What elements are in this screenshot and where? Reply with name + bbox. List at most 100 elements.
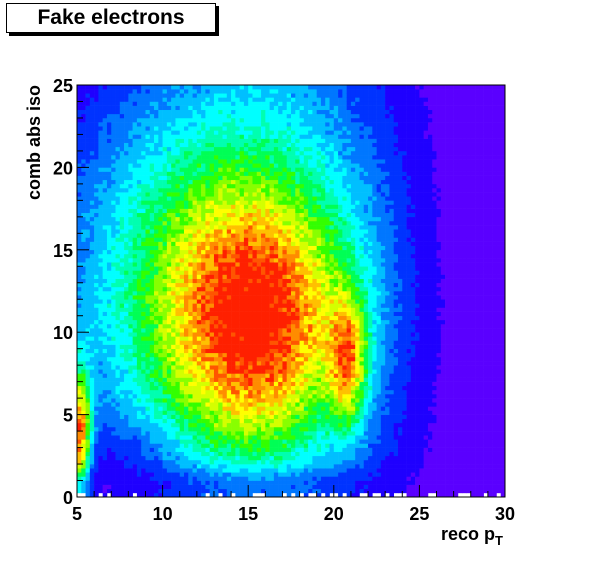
heatmap-cell: [128, 323, 133, 329]
heatmap-cell: [149, 266, 155, 271]
heatmap-cell: [239, 356, 245, 362]
heatmap-cell: [273, 253, 279, 259]
heatmap-cell: [256, 389, 262, 395]
heatmap-cell: [252, 418, 258, 424]
heatmap-cell: [252, 233, 258, 238]
heatmap-cell: [201, 336, 206, 341]
heatmap-cell: [209, 422, 215, 428]
heatmap-cell: [89, 484, 95, 490]
heatmap-cell: [77, 472, 82, 477]
heatmap-cell: [124, 258, 129, 263]
heatmap-cell: [248, 323, 253, 329]
heatmap-cell: [184, 447, 189, 452]
heatmap-cell: [94, 402, 99, 407]
heatmap-cell: [141, 340, 146, 345]
heatmap-cell: [282, 344, 288, 349]
heatmap-cell: [205, 229, 210, 234]
heatmap-cell: [196, 220, 202, 226]
heatmap-cell: [89, 291, 95, 296]
heatmap-cell: [111, 352, 116, 358]
heatmap-cell: [282, 422, 288, 428]
heatmap-cell: [231, 245, 236, 251]
heatmap-cell: [162, 336, 168, 341]
heatmap-cell: [286, 426, 292, 432]
heatmap-cell: [218, 150, 223, 156]
heatmap-cell: [154, 336, 159, 341]
heatmap-cell: [149, 233, 155, 238]
heatmap-cell: [179, 291, 185, 296]
heatmap-cell: [102, 381, 108, 387]
heatmap-cell: [85, 200, 91, 205]
heatmap-cell: [149, 373, 155, 378]
heatmap-cell: [162, 146, 168, 152]
heatmap-cell: [282, 303, 288, 308]
heatmap-cell: [239, 142, 245, 148]
heatmap-cell: [222, 175, 228, 181]
heatmap-cell: [231, 101, 236, 106]
heatmap-cell: [149, 130, 155, 135]
heatmap-cell: [111, 319, 116, 325]
heatmap-cell: [265, 394, 270, 399]
heatmap-cell: [218, 447, 223, 452]
heatmap-cell: [273, 163, 279, 168]
heatmap-cell: [278, 464, 283, 469]
heatmap-cell: [154, 369, 159, 374]
heatmap-cell: [132, 175, 138, 181]
heatmap-cell: [111, 134, 116, 139]
heatmap-cell: [196, 192, 202, 197]
heatmap-cell: [205, 150, 210, 156]
heatmap-cell: [94, 484, 99, 490]
heatmap-cell: [175, 229, 181, 234]
heatmap-cell: [124, 340, 129, 345]
heatmap-cell: [222, 179, 228, 185]
heatmap-cell: [261, 229, 266, 234]
heatmap-cell: [162, 130, 168, 135]
heatmap-cell: [273, 233, 279, 238]
heatmap-cell: [136, 480, 142, 485]
heatmap-cell: [218, 155, 223, 160]
heatmap-cell: [98, 208, 103, 214]
heatmap-cell: [102, 435, 108, 440]
heatmap-cell: [218, 328, 223, 333]
heatmap-cell: [136, 258, 142, 263]
heatmap-cell: [213, 385, 219, 391]
heatmap-cell: [205, 196, 210, 201]
heatmap-cell: [239, 431, 245, 436]
heatmap-cell: [252, 138, 258, 143]
heatmap-cell: [213, 307, 219, 312]
heatmap-cell: [81, 447, 86, 452]
heatmap-cell: [111, 402, 116, 407]
heatmap-cell: [273, 406, 279, 411]
heatmap-cell: [239, 447, 245, 452]
heatmap-cell: [154, 426, 159, 432]
heatmap-cell: [81, 398, 86, 403]
heatmap-cell: [248, 105, 253, 111]
heatmap-cell: [171, 472, 176, 477]
heatmap-cell: [85, 249, 91, 255]
heatmap-cell: [201, 208, 206, 214]
heatmap-cell: [124, 241, 129, 246]
heatmap-cell: [265, 435, 270, 440]
heatmap-cell: [218, 146, 223, 152]
heatmap-cell: [149, 101, 155, 106]
heatmap-cell: [141, 122, 146, 127]
heatmap-cell: [278, 365, 283, 370]
heatmap-cell: [136, 179, 142, 185]
heatmap-cell: [252, 208, 258, 214]
heatmap-cell: [158, 344, 163, 349]
heatmap-cell: [81, 315, 86, 321]
heatmap-cell: [226, 365, 232, 370]
heatmap-cell: [265, 389, 270, 395]
heatmap-cell: [171, 295, 176, 300]
heatmap-cell: [111, 282, 116, 288]
heatmap-cell: [166, 126, 172, 131]
heatmap-cell: [119, 328, 125, 333]
heatmap-cell: [282, 451, 288, 457]
heatmap-cell: [201, 113, 206, 119]
heatmap-cell: [141, 282, 146, 288]
heatmap-cell: [192, 159, 198, 164]
heatmap-cell: [261, 291, 266, 296]
heatmap-cell: [162, 328, 168, 333]
heatmap-cell: [213, 134, 219, 139]
heatmap-cell: [149, 109, 155, 115]
